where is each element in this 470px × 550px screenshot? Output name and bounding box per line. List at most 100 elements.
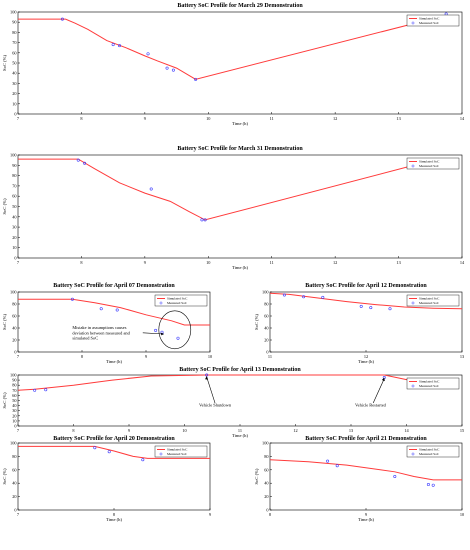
measured-soc-point [154, 328, 158, 332]
y-tick-label: 30 [12, 225, 16, 230]
x-tick-label: 10 [206, 260, 210, 265]
x-tick-label: 13 [460, 354, 464, 359]
chart-title: Battery SoC Profile for March 31 Demonst… [177, 146, 303, 152]
legend-measured-label: Measured SoC [419, 452, 440, 456]
y-tick-label: 70 [12, 388, 16, 393]
y-tick-label: 60 [264, 467, 268, 472]
measured-soc-point [203, 218, 207, 222]
chart-panel-5: Battery SoC Profile for April 13 Demonst… [2, 367, 464, 438]
legend-box [406, 294, 460, 307]
shutdown-arrowhead [205, 376, 209, 380]
y-tick-label: 10 [12, 418, 16, 423]
chart-title: Battery SoC Profile for April 12 Demonst… [305, 283, 427, 289]
y-axis-label: SoC (%) [2, 314, 7, 330]
y-tick-label: 50 [12, 61, 16, 66]
y-axis-label: SoC (%) [2, 468, 7, 484]
y-axis-label: SoC (%) [2, 392, 7, 408]
measured-soc-point [146, 52, 150, 56]
y-tick-label: 60 [12, 467, 16, 472]
x-tick-label: 7 [17, 116, 20, 121]
y-tick-label: 50 [12, 204, 16, 209]
y-axis-label: SoC (%) [2, 198, 7, 214]
measured-soc-point [44, 388, 48, 392]
y-tick-label: 100 [262, 290, 268, 295]
y-tick-label: 80 [264, 302, 268, 307]
legend-measured-label: Measured SoC [419, 384, 440, 388]
plot-frame [17, 11, 463, 115]
restart-arrowhead [381, 377, 385, 382]
measured-soc-point [302, 295, 306, 299]
measured-soc-point [33, 388, 37, 392]
x-tick-label: 15 [460, 428, 464, 433]
legend-box [406, 14, 460, 27]
chart-title: Battery SoC Profile for April 13 Demonst… [179, 367, 301, 373]
y-tick-label: 100 [10, 290, 16, 295]
chart-panel-6: Battery SoC Profile for April 20 Demonst… [2, 436, 211, 522]
measured-soc-point [176, 336, 180, 340]
y-tick-label: 30 [12, 81, 16, 86]
y-tick-label: 100 [10, 153, 16, 158]
y-tick-label: 20 [12, 494, 16, 499]
y-tick-label: 0 [14, 256, 16, 261]
x-tick-label: 8 [269, 512, 271, 517]
annotation-restarted: Vehicle Restarted [355, 403, 387, 408]
legend-simulated-label: Simulated SoC [419, 380, 440, 384]
y-tick-label: 40 [264, 481, 268, 486]
legend-measured-swatch [159, 452, 163, 456]
legend-measured-swatch [411, 384, 415, 388]
legend-measured-label: Measured SoC [167, 452, 188, 456]
x-tick-label: 10 [206, 116, 210, 121]
measured-soc-point [194, 77, 198, 81]
legend-measured-label: Measured SoC [167, 301, 188, 305]
y-tick-label: 0 [266, 508, 268, 513]
x-axis-label: Time (h) [106, 517, 123, 522]
legend-box [406, 377, 460, 390]
x-tick-label: 7 [17, 512, 20, 517]
legend-simulated-label: Simulated SoC [419, 297, 440, 301]
chart-panel-1: Battery SoC Profile for March 29 Demonst… [2, 3, 465, 126]
measured-soc-point [335, 464, 339, 468]
legend-measured-swatch [411, 21, 415, 25]
legend-measured-label: Measured SoC [419, 164, 440, 168]
chart-panel-4: Battery SoC Profile for April 12 Demonst… [254, 283, 464, 364]
x-tick-label: 8 [80, 116, 82, 121]
chart-panel-2: Battery SoC Profile for March 31 Demonst… [2, 146, 465, 270]
x-tick-label: 7 [17, 260, 20, 265]
measured-soc-point [200, 218, 204, 222]
y-tick-label: 10 [12, 245, 16, 250]
y-tick-label: 20 [12, 413, 16, 418]
y-tick-label: 60 [12, 50, 16, 55]
y-tick-label: 80 [12, 383, 16, 388]
x-tick-label: 14 [404, 428, 409, 433]
measured-soc-point [115, 308, 119, 312]
measured-soc-point [426, 483, 430, 487]
y-tick-label: 10 [12, 101, 16, 106]
annotation-deviation: Mistake in assumptions causes deviation b… [72, 325, 130, 340]
x-tick-label: 7 [17, 354, 20, 359]
y-tick-label: 80 [264, 454, 268, 459]
legend-measured-swatch [411, 301, 415, 305]
y-tick-label: 100 [10, 441, 16, 446]
legend-measured-swatch [411, 164, 415, 168]
x-tick-label: 9 [209, 512, 211, 517]
y-axis-label: SoC (%) [254, 468, 259, 484]
y-tick-label: 80 [12, 302, 16, 307]
measured-soc-point [393, 474, 397, 478]
y-tick-label: 0 [266, 350, 268, 355]
x-axis-label: Time (h) [232, 121, 249, 126]
y-tick-label: 60 [264, 314, 268, 319]
legend-box [406, 445, 460, 458]
y-tick-label: 0 [14, 112, 16, 117]
y-tick-label: 50 [12, 398, 16, 403]
legend-measured-swatch [159, 301, 163, 305]
x-tick-label: 8 [113, 512, 115, 517]
x-axis-label: Time (h) [232, 265, 249, 270]
chart-title: Battery SoC Profile for April 20 Demonst… [53, 436, 175, 442]
simulated-soc-line [18, 298, 210, 326]
y-tick-label: 80 [12, 173, 16, 178]
y-tick-label: 40 [12, 403, 16, 408]
x-tick-label: 13 [396, 260, 400, 265]
x-tick-label: 10 [182, 428, 186, 433]
chart-title: Battery SoC Profile for March 29 Demonst… [177, 3, 303, 9]
